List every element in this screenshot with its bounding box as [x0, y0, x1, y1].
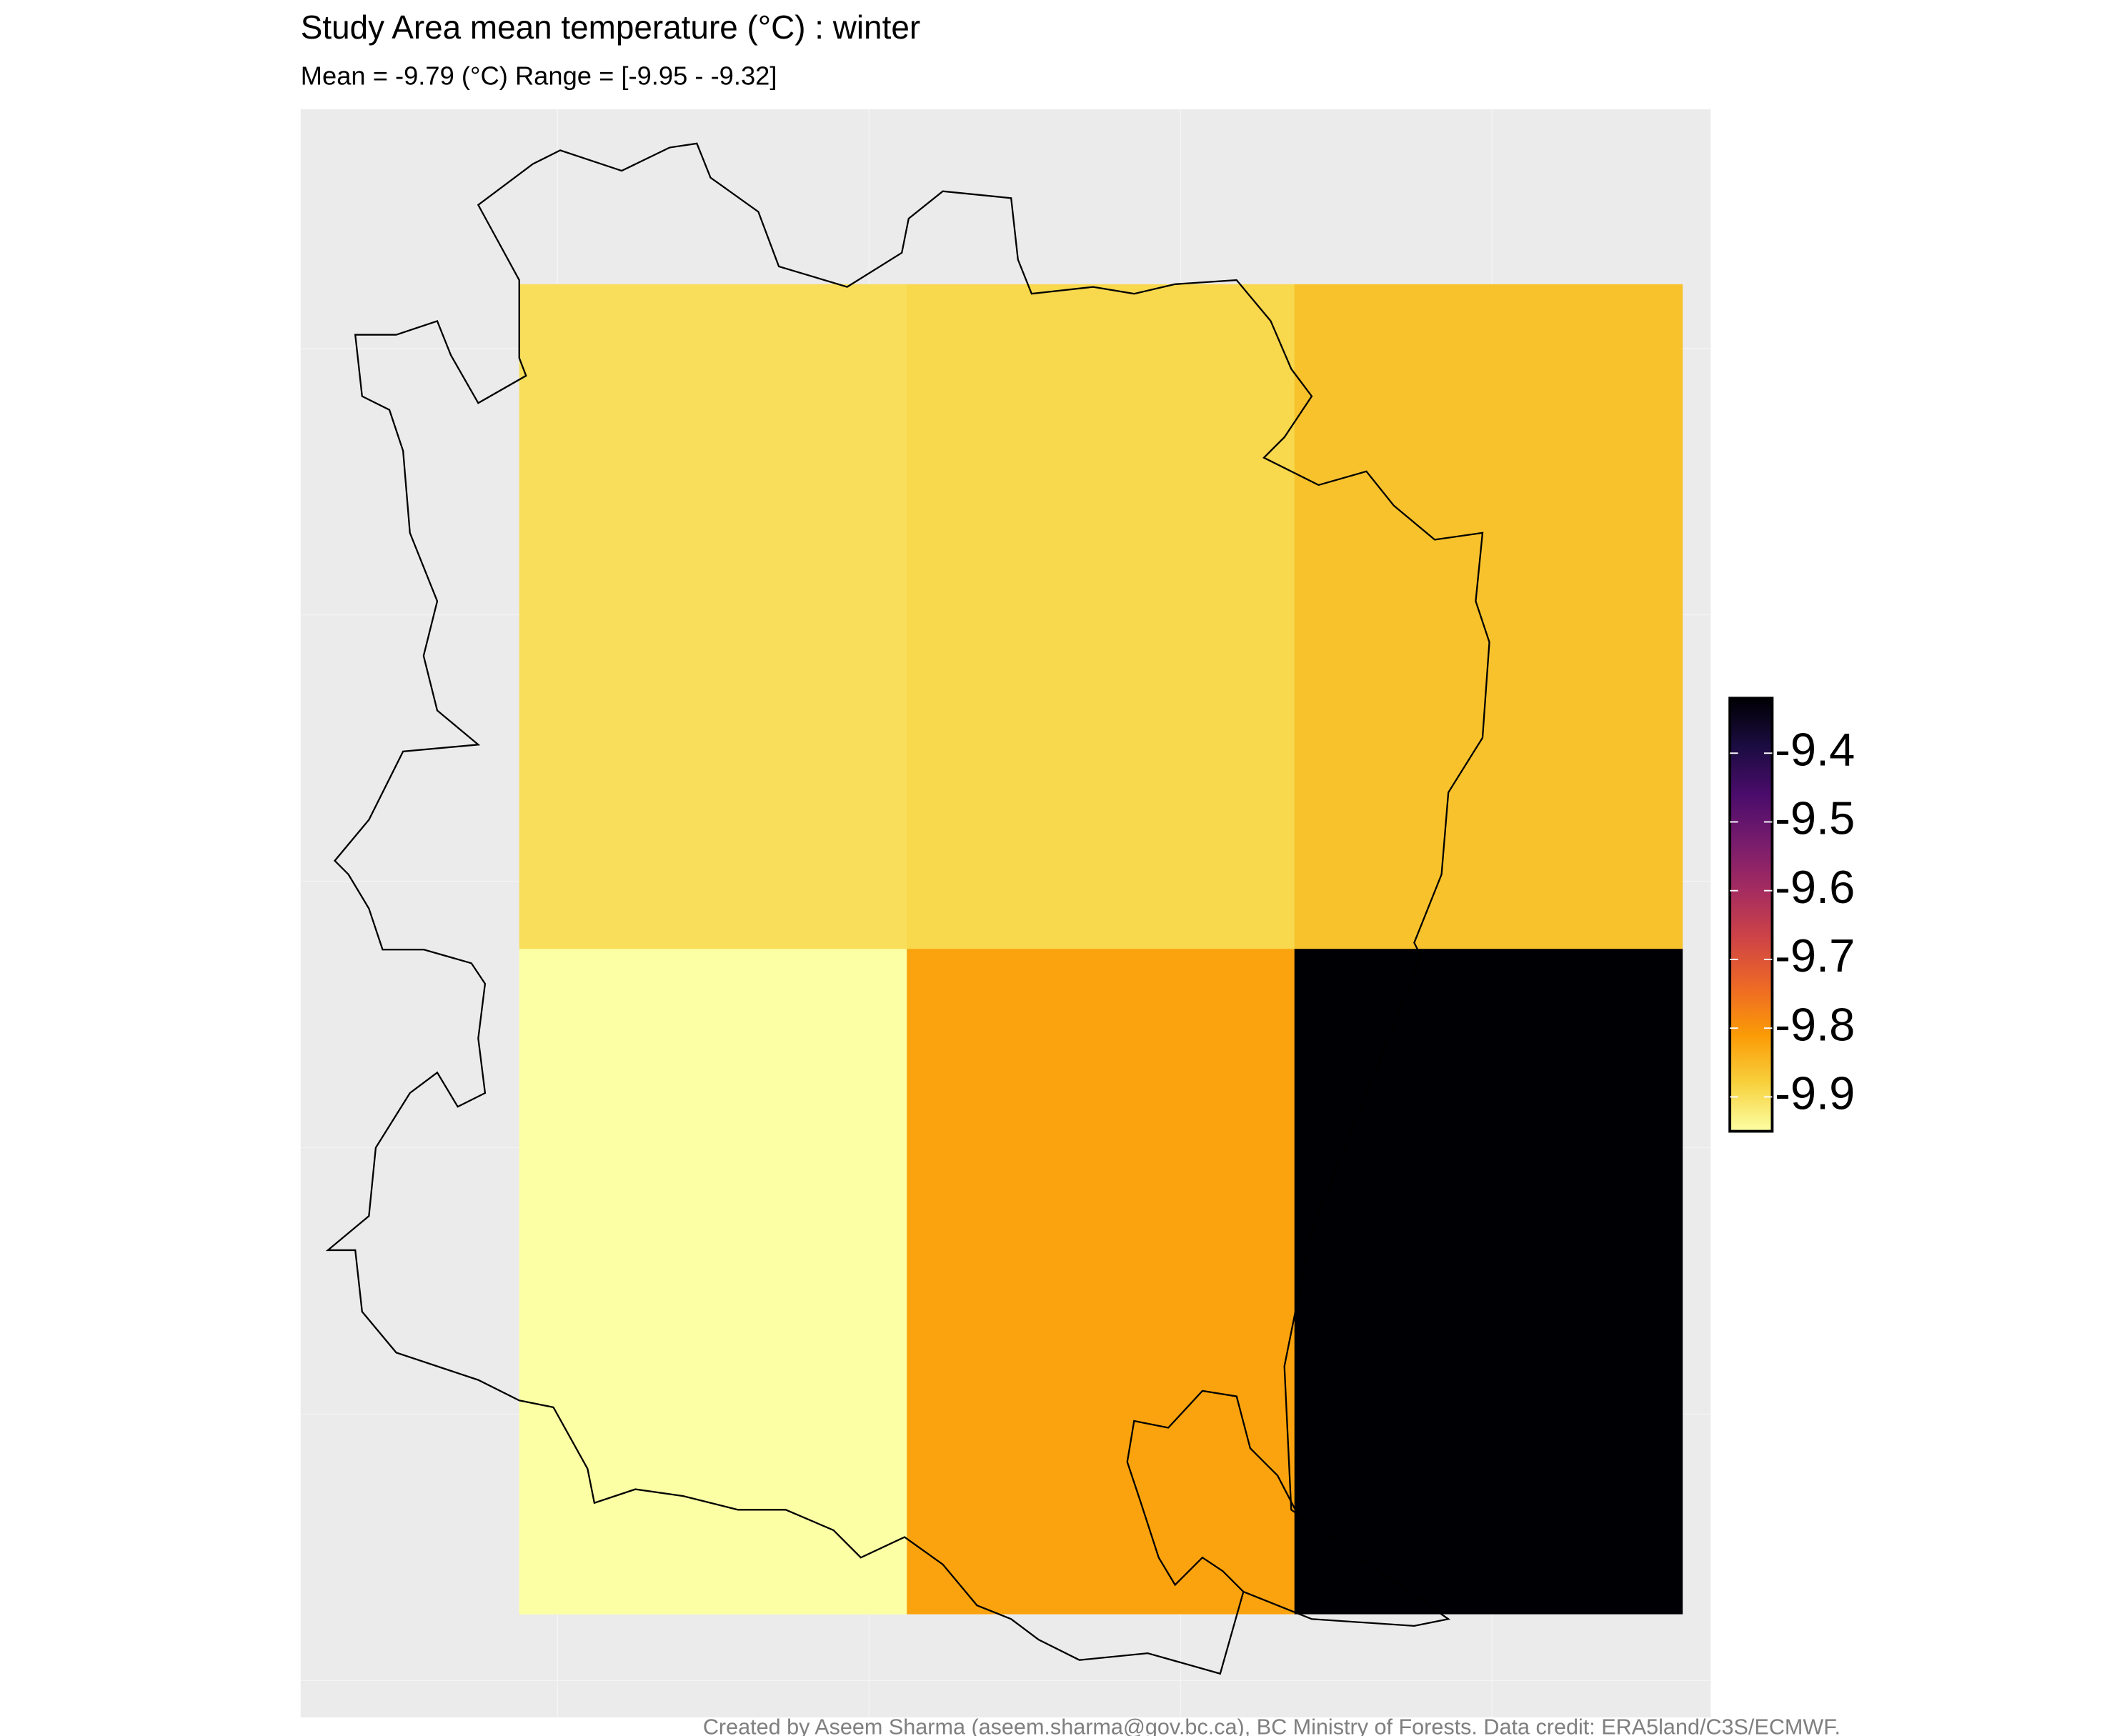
raster-cell: [1294, 284, 1683, 950]
colorbar-tick-label: -9.4: [1775, 723, 1855, 775]
chart-title: Study Area mean temperature (°C) : winte…: [301, 9, 920, 46]
chart-subtitle: Mean = -9.79 (°C) Range = [-9.95 - -9.32…: [301, 61, 777, 91]
raster-cell: [907, 284, 1295, 950]
colorbar: [1728, 697, 1774, 1133]
raster-cell: [1294, 949, 1683, 1615]
caption: Created by Aseem Sharma (aseem.sharma@go…: [703, 1715, 1840, 1736]
colorbar-tick-label: -9.9: [1775, 1067, 1855, 1119]
colorbar-tick-label: -9.8: [1775, 998, 1855, 1050]
colorbar-tick-label: -9.6: [1775, 861, 1855, 913]
boundary: [325, 142, 1490, 1675]
raster-cell: [519, 284, 908, 950]
colorbar-tick-label: -9.7: [1775, 929, 1855, 982]
raster-cell: [907, 949, 1295, 1615]
colorbar-tick-label: -9.5: [1775, 792, 1855, 844]
raster-cell: [519, 949, 908, 1615]
